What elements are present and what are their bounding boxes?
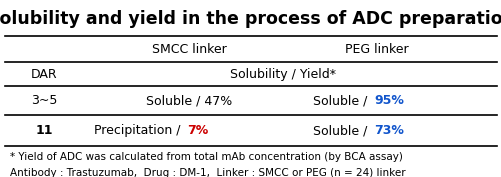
Text: Soluble /: Soluble / (313, 94, 371, 107)
Text: Antibody : Trastuzumab,  Drug : DM-1,  Linker : SMCC or PEG (n = 24) linker: Antibody : Trastuzumab, Drug : DM-1, Lin… (10, 168, 405, 177)
Text: Soluble /: Soluble / (313, 124, 371, 137)
Text: Soluble / 47%: Soluble / 47% (146, 94, 232, 107)
Text: 95%: 95% (373, 94, 403, 107)
Text: 11: 11 (36, 124, 53, 137)
Text: Solubility / Yield*: Solubility / Yield* (229, 68, 335, 81)
Text: 3~5: 3~5 (31, 94, 58, 107)
Text: 73%: 73% (373, 124, 403, 137)
Text: * Yield of ADC was calculated from total mAb concentration (by BCA assay): * Yield of ADC was calculated from total… (10, 152, 402, 162)
Text: Precipitation /: Precipitation / (94, 124, 184, 137)
Text: PEG linker: PEG linker (344, 43, 407, 56)
Text: 7%: 7% (187, 124, 208, 137)
Text: DAR: DAR (31, 68, 58, 81)
Text: SMCC linker: SMCC linker (152, 43, 226, 56)
Text: Solubility and yield in the process of ADC preparation: Solubility and yield in the process of A… (0, 10, 501, 28)
